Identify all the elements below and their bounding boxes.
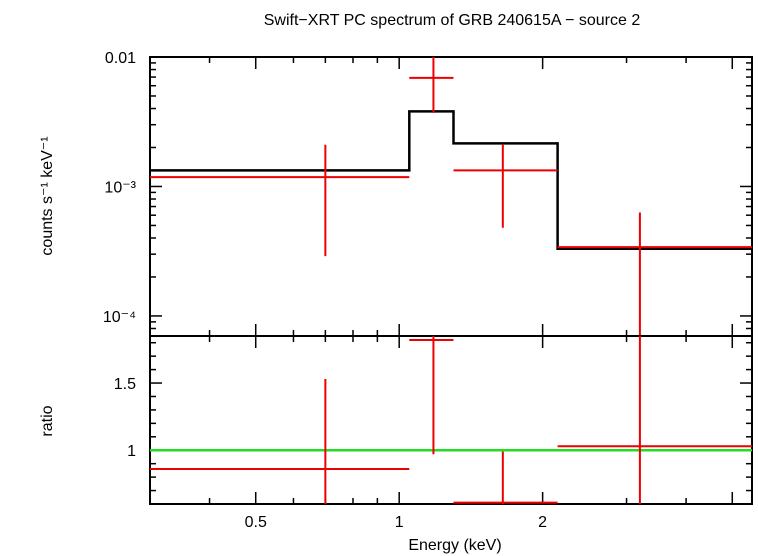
ratio-ytick-labels: 1.51 [114, 376, 136, 460]
y-tick-label: 0.01 [105, 50, 136, 67]
spectrum-data-point [557, 212, 752, 336]
spectrum-ylabel: counts s⁻¹ keV⁻¹ [39, 136, 56, 255]
ratio-data-point [557, 336, 752, 504]
spectrum-data [150, 57, 752, 336]
x-tick-label: 2 [538, 514, 547, 531]
x-tick-label: 1 [395, 514, 404, 531]
ratio-data-point [150, 379, 410, 504]
spectrum-data-point [150, 144, 410, 257]
y-tick-label: 1.5 [114, 376, 136, 393]
y-tick-label: 10⁻³ [104, 179, 136, 196]
ratio-ticks [149, 336, 752, 505]
spectrum-data-point [409, 57, 454, 113]
model-step-line [150, 110, 752, 251]
ratio-ylabel: ratio [39, 405, 56, 436]
spectrum-panel: counts s⁻¹ keV⁻¹ 0.01 10⁻³ 10⁻⁴ [39, 50, 753, 337]
spectrum-ticks [149, 56, 752, 337]
ratio-data-point [409, 336, 454, 455]
x-axis-label: Energy (keV) [408, 537, 501, 554]
spectrum-ytick-labels: 0.01 10⁻³ 10⁻⁴ [103, 50, 137, 326]
spectrum-model [150, 110, 752, 251]
ratio-panel: ratio 1.51 [39, 335, 753, 505]
ratio-data [150, 336, 752, 504]
spectrum-data-point [453, 144, 558, 228]
y-tick-label: 10⁻⁴ [103, 309, 136, 326]
ratio-panel-frame [149, 335, 753, 505]
chart-title: Swift−XRT PC spectrum of GRB 240615A − s… [264, 12, 641, 29]
x-tick-label: 0.5 [245, 514, 267, 531]
y-tick-label: 1 [127, 443, 136, 460]
spectrum-panel-frame [149, 56, 753, 337]
x-tick-labels: 0.5 1 2 [245, 514, 548, 531]
ratio-data-point [453, 451, 558, 504]
